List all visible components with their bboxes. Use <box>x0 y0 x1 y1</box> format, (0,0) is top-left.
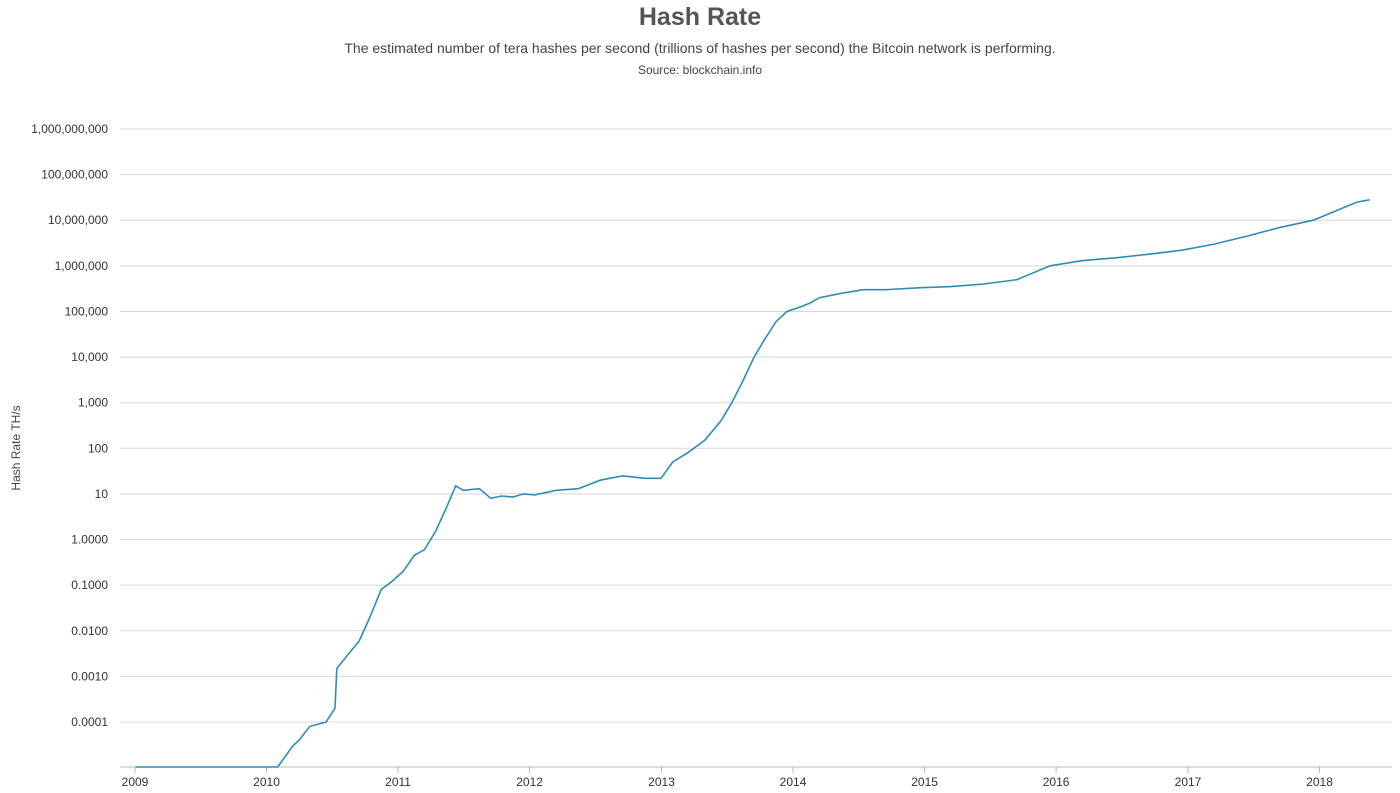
y-tick-label: 0.1000 <box>71 578 108 592</box>
y-tick-label: 100,000 <box>65 304 109 318</box>
x-tick-label: 2014 <box>780 775 807 789</box>
x-tick-label: 2012 <box>516 775 543 789</box>
x-axis-ticks: 2009 2010 2011 2012 2013 2014 2015 2016 2017 2018 <box>122 767 1333 789</box>
y-tick-label: 0.0001 <box>71 715 108 729</box>
x-tick-label: 2010 <box>253 775 280 789</box>
x-tick-label: 2015 <box>911 775 938 789</box>
x-tick-label: 2017 <box>1175 775 1202 789</box>
y-tick-label: 100 <box>88 441 108 455</box>
y-tick-label: 10,000,000 <box>48 213 108 227</box>
chart-title: Hash Rate <box>638 3 762 31</box>
y-axis-ticks: 0.0001 0.0010 0.0100 0.1000 1.0000 10 100 1,000… <box>31 122 108 729</box>
y-tick-label: 10,000 <box>71 350 108 364</box>
y-axis-label: Hash Rate TH/s <box>9 405 23 490</box>
x-tick-label: 2011 <box>385 775 411 789</box>
y-tick-label: 1,000,000,000 <box>31 122 108 136</box>
x-tick-label: 2009 <box>122 775 149 789</box>
y-tick-label: 1,000 <box>78 396 108 410</box>
chart-subtitle: The estimated number of tera hashes per … <box>344 40 1056 56</box>
y-tick-label: 0.0010 <box>71 669 108 683</box>
y-tick-label: 100,000,000 <box>41 168 108 182</box>
x-tick-label: 2016 <box>1043 775 1070 789</box>
y-tick-label: 1,000,000 <box>55 259 109 273</box>
hash-rate-series-line <box>135 199 1370 768</box>
y-tick-label: 0.0100 <box>71 624 108 638</box>
chart-source: Source: blockchain.info <box>637 63 763 77</box>
x-tick-label: 2013 <box>648 775 675 789</box>
y-tick-label: 1.0000 <box>71 533 108 547</box>
y-tick-label: 10 <box>95 487 109 501</box>
grid-lines <box>120 128 1392 723</box>
chart-header: Hash Rate The estimated number of tera h… <box>0 0 1400 78</box>
x-tick-label: 2018 <box>1306 775 1333 789</box>
